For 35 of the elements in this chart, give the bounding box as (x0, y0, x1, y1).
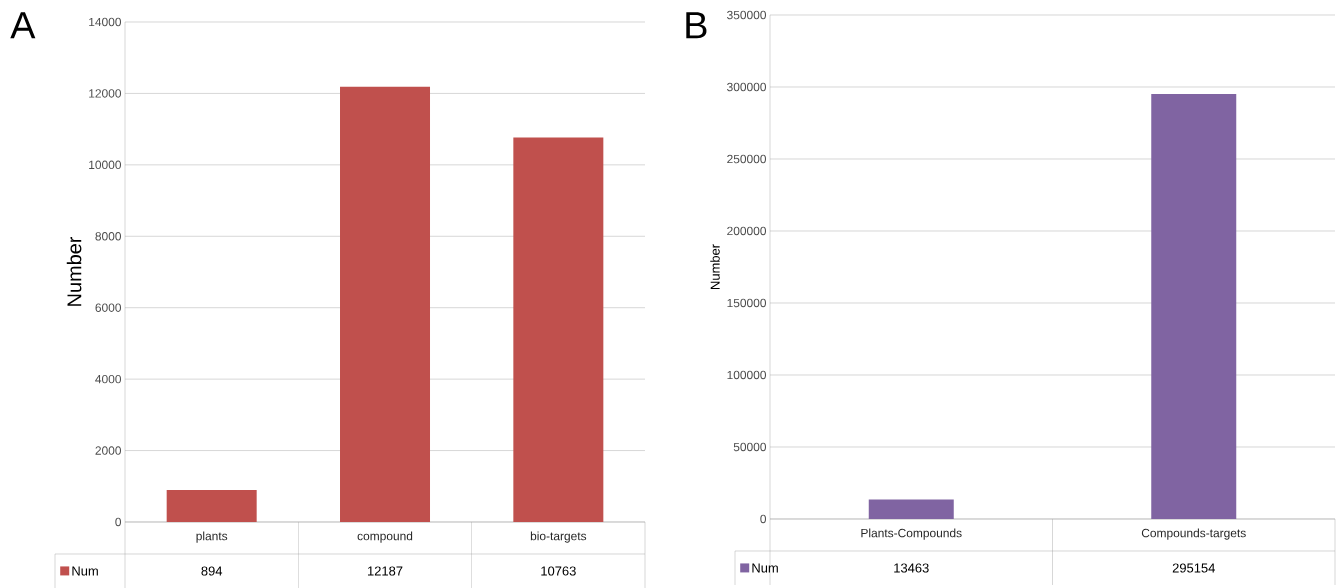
data-label: 894 (201, 566, 223, 576)
y-tick-label: 50000 (733, 442, 767, 452)
y-tick-label: 100000 (727, 370, 767, 380)
x-tick-label: Compounds-targets (1141, 528, 1246, 540)
y-tick-label: 10000 (89, 160, 122, 169)
legend-label: Num (752, 563, 778, 573)
y-tick-label: 14000 (89, 17, 122, 27)
x-tick-label: compound (357, 531, 413, 543)
bar (166, 489, 257, 522)
y-tick-label: 350000 (727, 10, 767, 20)
y-tick-label: 4000 (95, 374, 122, 384)
data-label: 12187 (367, 566, 403, 576)
x-tick-label: bio-targets (530, 531, 587, 543)
bar (340, 86, 431, 522)
y-tick-label: 150000 (727, 298, 767, 308)
y-axis-title: Number (66, 236, 82, 306)
data-label: 10763 (541, 566, 576, 576)
y-tick-label: 2000 (95, 446, 122, 455)
y-tick-label: 250000 (727, 154, 767, 164)
y-axis-title: Number (710, 244, 720, 289)
y-tick-label: 6000 (95, 303, 122, 312)
y-tick-label: 8000 (95, 231, 122, 241)
legend-label: Num (72, 566, 98, 576)
y-tick-label: 300000 (727, 82, 767, 92)
y-tick-label: 0 (760, 514, 767, 524)
y-tick-label: 200000 (727, 226, 767, 236)
bar (513, 137, 604, 522)
data-label: 295154 (1172, 563, 1215, 573)
data-label: 13463 (894, 563, 929, 573)
chart-title: B (686, 12, 707, 39)
chart-title: A (10, 12, 36, 39)
y-tick-label: 12000 (89, 89, 122, 98)
x-tick-label: Plants-Compounds (861, 528, 962, 540)
y-tick-label: 0 (115, 517, 122, 527)
x-tick-label: plants (196, 531, 228, 543)
